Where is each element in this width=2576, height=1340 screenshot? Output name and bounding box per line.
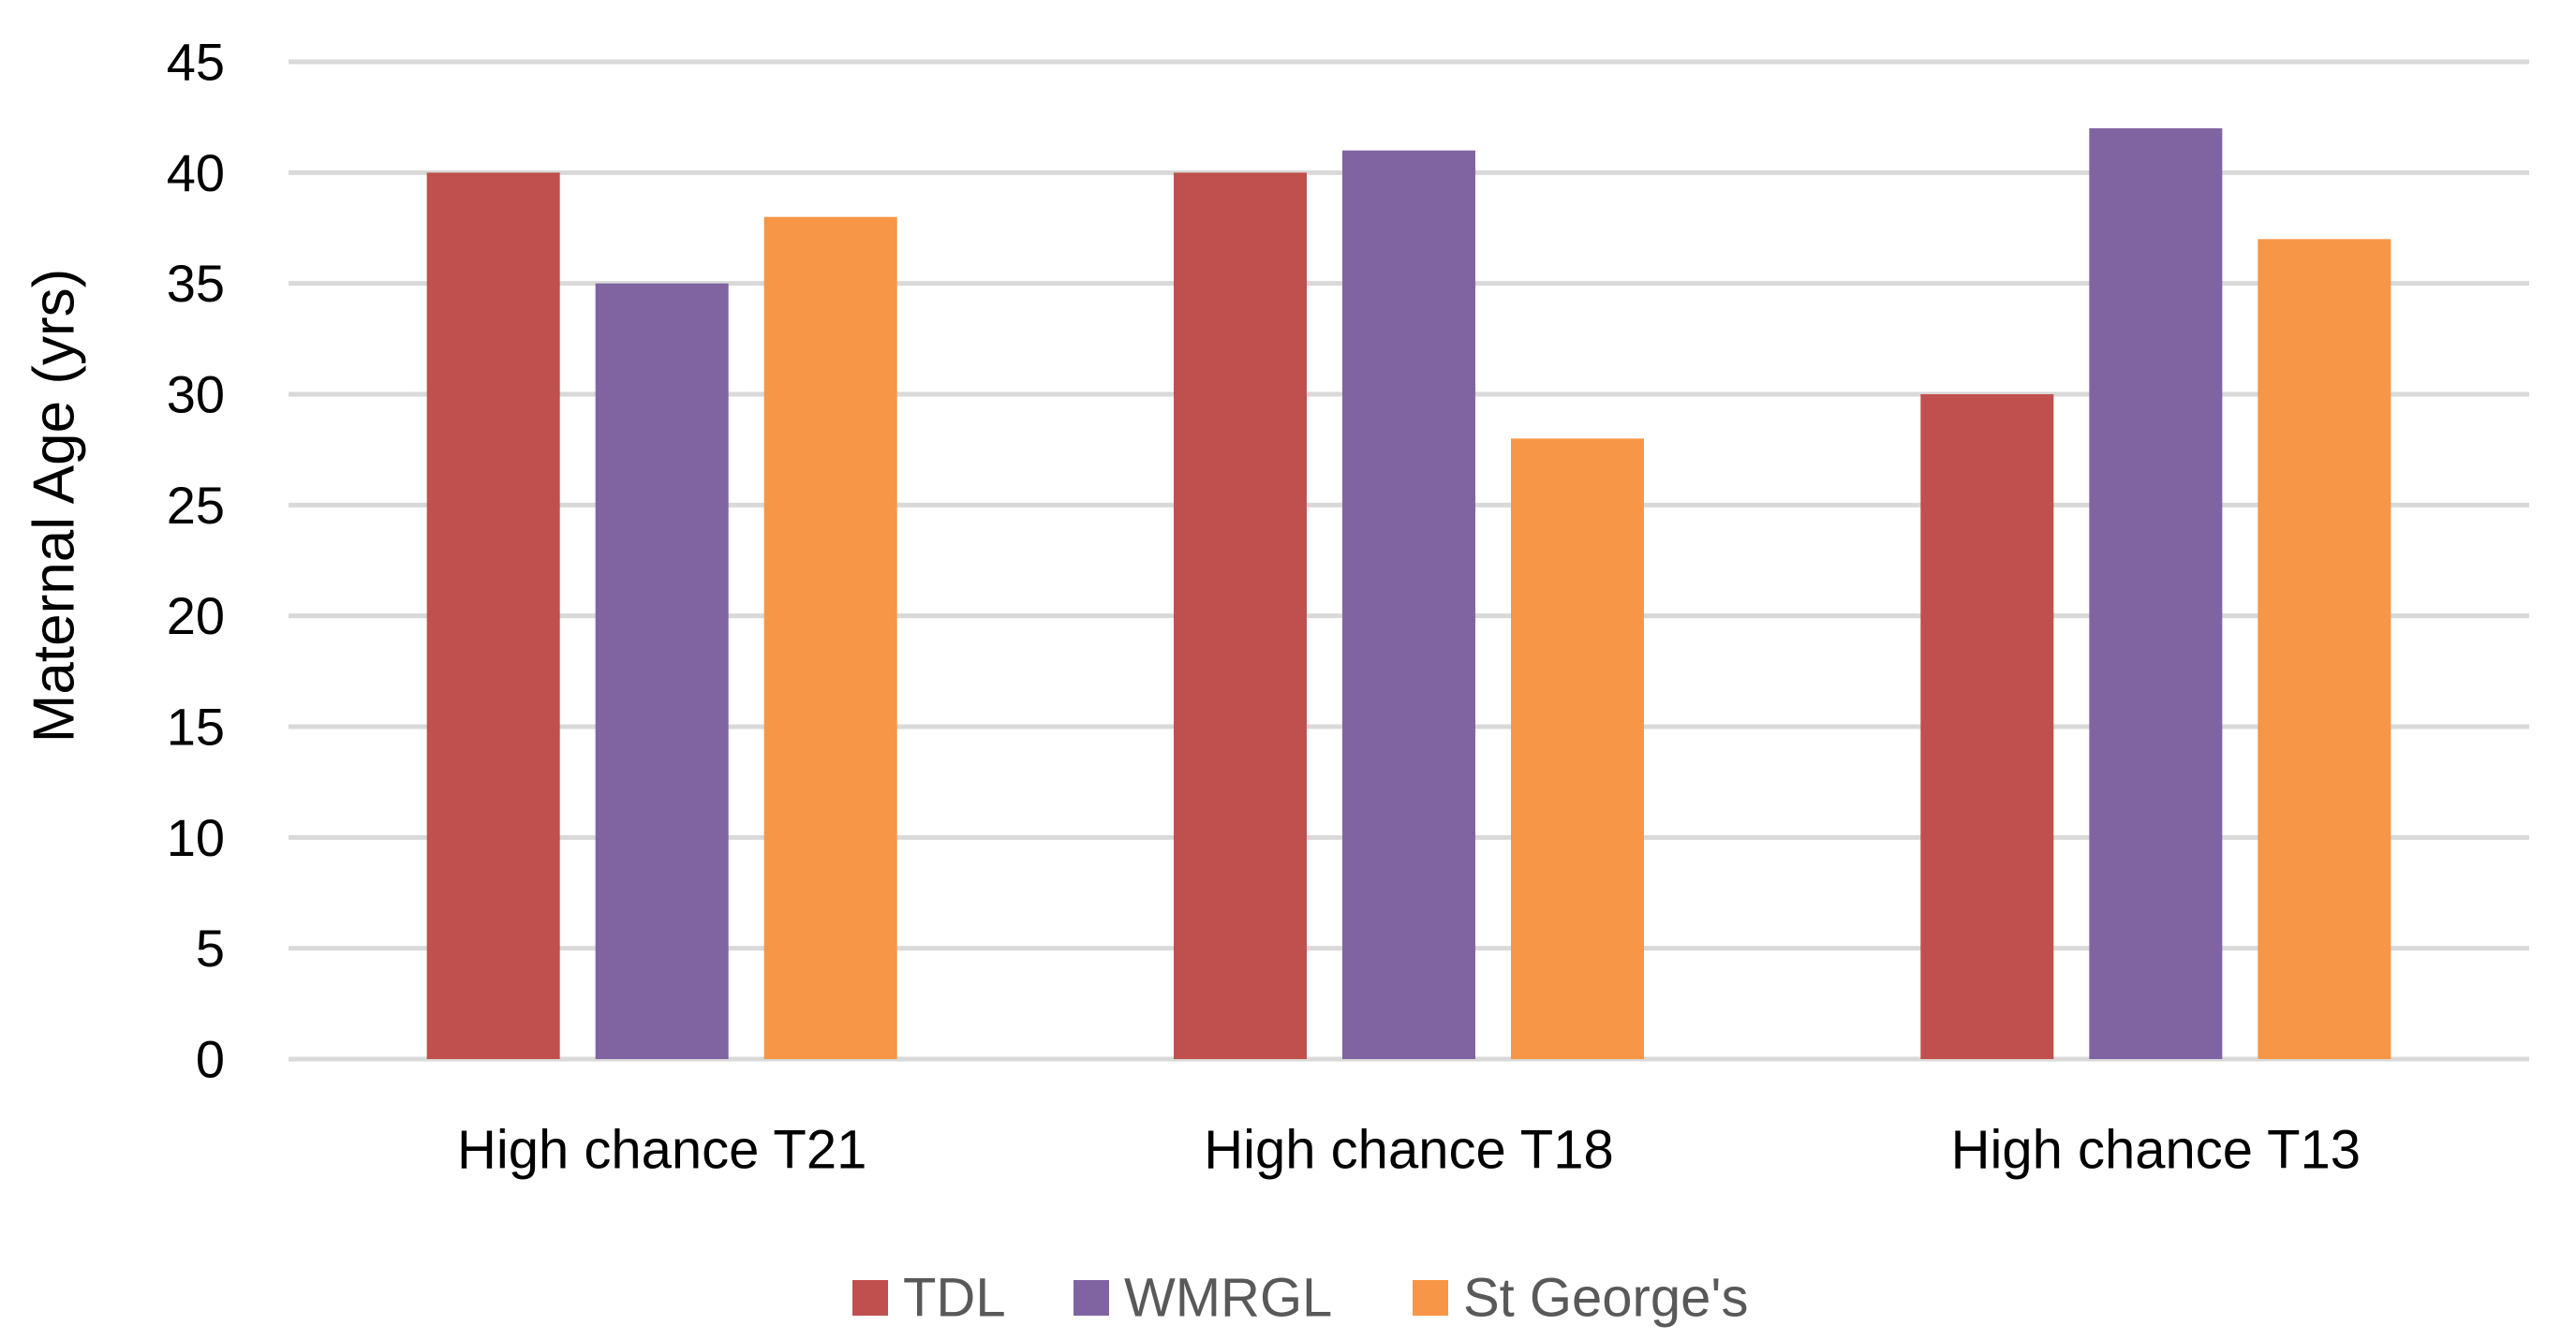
bar-st-george-s-2 — [1511, 438, 1644, 1059]
x-category-label-2: High chance T18 — [1204, 1120, 1613, 1181]
bar-tdl-2 — [1174, 172, 1307, 1060]
y-axis-tick-labels: 0 5 10 15 20 25 30 35 40 45 — [167, 33, 225, 1089]
y-axis-title: Maternal Age (yrs) — [22, 269, 87, 744]
y-tick-label-15: 15 — [167, 698, 225, 757]
bar-wmrgl-2 — [1342, 150, 1475, 1059]
legend-swatch-st-george-s — [1413, 1280, 1448, 1316]
legend-swatch-tdl — [852, 1280, 888, 1316]
y-tick-label-0: 0 — [196, 1030, 225, 1089]
bar-wmrgl-3 — [2089, 128, 2223, 1059]
y-tick-label-45: 45 — [167, 33, 225, 92]
legend-label-st-george-s: St George's — [1463, 1268, 1748, 1329]
bar-wmrgl-1 — [595, 283, 729, 1060]
y-tick-label-10: 10 — [167, 808, 225, 867]
y-tick-label-5: 5 — [196, 919, 225, 978]
bars — [426, 128, 2391, 1060]
x-axis-category-labels: High chance T21 High chance T18 High chanc… — [457, 1120, 2361, 1181]
x-category-label-3: High chance T13 — [1951, 1120, 2361, 1181]
y-tick-label-30: 30 — [167, 365, 225, 424]
bar-tdl-1 — [426, 172, 560, 1060]
bar-st-george-s-1 — [763, 216, 897, 1059]
y-tick-label-40: 40 — [167, 143, 225, 202]
legend-label-tdl: TDL — [903, 1268, 1006, 1329]
bar-tdl-3 — [1920, 394, 2054, 1059]
bar-st-george-s-3 — [2258, 239, 2391, 1060]
legend: TDL WMRGL St George's — [852, 1268, 1748, 1329]
x-category-label-1: High chance T21 — [457, 1120, 866, 1181]
legend-swatch-wmrgl — [1073, 1280, 1109, 1316]
y-tick-label-20: 20 — [167, 586, 225, 645]
y-tick-label-25: 25 — [167, 476, 225, 535]
y-tick-label-35: 35 — [167, 254, 225, 313]
legend-label-wmrgl: WMRGL — [1124, 1268, 1332, 1329]
